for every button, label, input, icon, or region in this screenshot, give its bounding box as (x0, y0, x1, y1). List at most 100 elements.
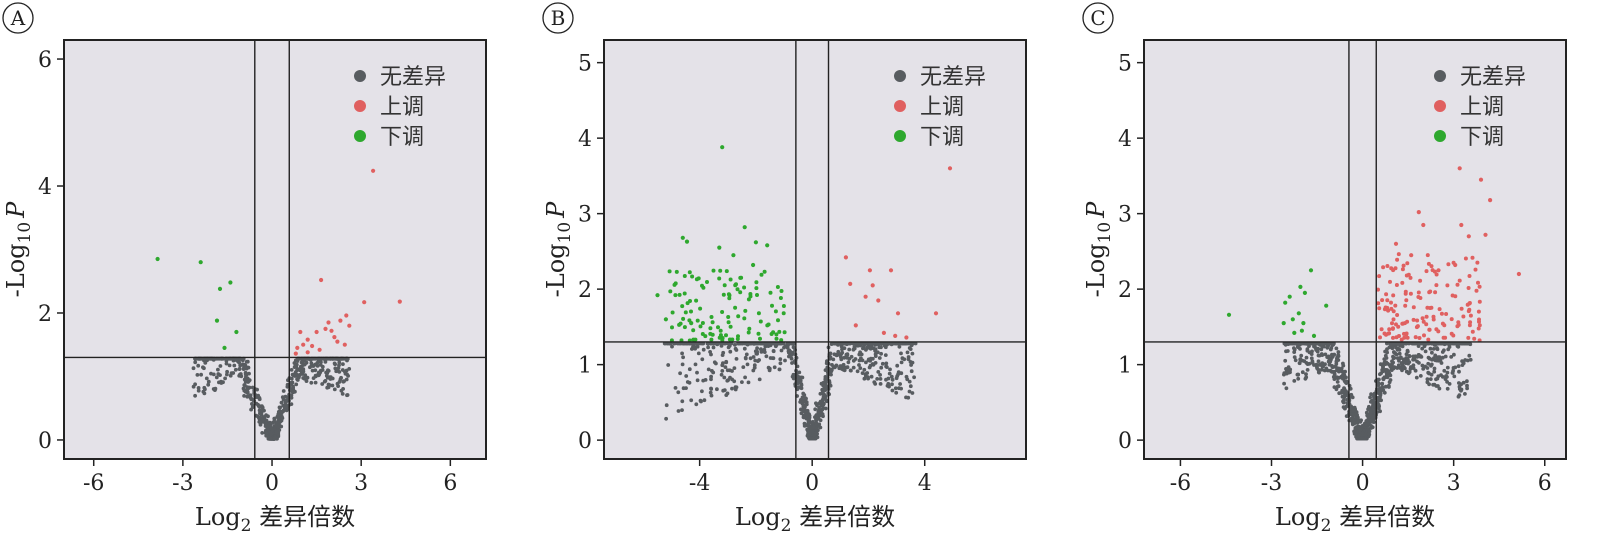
point-down (710, 320, 715, 325)
point-nodiff (689, 398, 694, 403)
point-down (738, 275, 743, 280)
point-nodiff (1335, 356, 1339, 361)
point-nodiff (1426, 370, 1431, 375)
point-nodiff (1446, 347, 1451, 352)
y-tick-label: 4 (38, 175, 52, 200)
point-nodiff (1316, 370, 1321, 375)
point-up (1437, 307, 1442, 312)
point-nodiff (237, 360, 242, 365)
point-nodiff (283, 405, 288, 409)
point-nodiff (728, 349, 733, 354)
point-down (774, 332, 779, 337)
point-down (779, 289, 784, 293)
point-up (1421, 319, 1426, 324)
point-nodiff (1385, 371, 1389, 376)
point-nodiff (1384, 356, 1389, 360)
point-nodiff (206, 379, 211, 384)
point-down (766, 322, 771, 327)
point-nodiff (1395, 346, 1400, 351)
point-down (734, 282, 738, 287)
point-up (319, 277, 324, 283)
point-nodiff (279, 400, 284, 405)
point-nodiff (847, 347, 852, 352)
point-nodiff (1322, 368, 1327, 373)
point-down (722, 283, 727, 288)
point-nodiff (693, 362, 698, 367)
point-nodiff (714, 361, 718, 366)
point-nodiff (748, 356, 753, 361)
point-nodiff (762, 350, 767, 354)
point-nodiff (910, 351, 915, 356)
point-nodiff (333, 362, 337, 367)
point-down (708, 326, 713, 331)
point-nodiff (1413, 368, 1418, 373)
point-nodiff (733, 387, 738, 392)
point-nodiff (812, 433, 816, 438)
point-nodiff (912, 375, 916, 380)
point-nodiff (1400, 344, 1405, 349)
point-nodiff (859, 352, 864, 357)
point-nodiff (1408, 367, 1413, 371)
point-nodiff (1335, 368, 1339, 373)
legend-label: 上调 (380, 95, 424, 120)
x-tick-label: -6 (1170, 471, 1191, 496)
point-up (1420, 316, 1425, 321)
point-nodiff (193, 360, 198, 365)
point-nodiff (1411, 363, 1416, 368)
point-nodiff (224, 361, 229, 366)
point-nodiff (746, 380, 751, 385)
point-nodiff (299, 365, 304, 370)
point-nodiff (680, 351, 684, 356)
point-nodiff (752, 365, 757, 370)
point-nodiff (866, 375, 870, 379)
point-up (1385, 298, 1390, 303)
point-nodiff (868, 346, 873, 351)
point-nodiff (893, 386, 898, 391)
point-down (234, 329, 239, 335)
point-up (1427, 327, 1432, 332)
point-nodiff (1456, 344, 1461, 349)
point-nodiff (779, 348, 784, 353)
point-up (1393, 303, 1398, 308)
point-nodiff (845, 365, 850, 370)
point-nodiff (323, 360, 328, 364)
y-tick-label: 0 (578, 429, 592, 454)
point-up (848, 281, 853, 286)
point-nodiff (745, 362, 750, 367)
point-nodiff (909, 369, 914, 374)
point-nodiff (295, 368, 299, 373)
y-tick-label: 5 (578, 52, 592, 77)
point-nodiff (771, 356, 776, 361)
point-nodiff (807, 418, 811, 422)
point-up (1380, 298, 1385, 303)
point-up (1434, 283, 1439, 288)
point-nodiff (1426, 361, 1431, 366)
point-nodiff (245, 385, 250, 389)
point-up (853, 323, 858, 328)
point-nodiff (870, 356, 875, 361)
point-down (754, 280, 759, 285)
x-tick-label: -6 (83, 471, 104, 496)
point-nodiff (228, 373, 233, 378)
y-tick-label: 6 (38, 48, 52, 73)
point-nodiff (1335, 375, 1339, 380)
point-up (1384, 292, 1389, 297)
point-nodiff (277, 422, 281, 426)
x-tick-label: -3 (172, 471, 193, 496)
point-nodiff (1465, 383, 1469, 388)
point-nodiff (824, 398, 829, 403)
point-nodiff (1380, 381, 1385, 386)
point-down (771, 330, 776, 335)
point-up (1405, 261, 1410, 266)
point-nodiff (817, 407, 821, 412)
point-nodiff (706, 367, 711, 372)
point-up (870, 283, 875, 288)
point-nodiff (1282, 372, 1286, 377)
point-nodiff (873, 354, 878, 358)
point-nodiff (231, 371, 236, 375)
point-down (718, 328, 723, 333)
point-nodiff (791, 350, 795, 355)
point-nodiff (722, 375, 727, 380)
point-nodiff (1436, 358, 1441, 363)
